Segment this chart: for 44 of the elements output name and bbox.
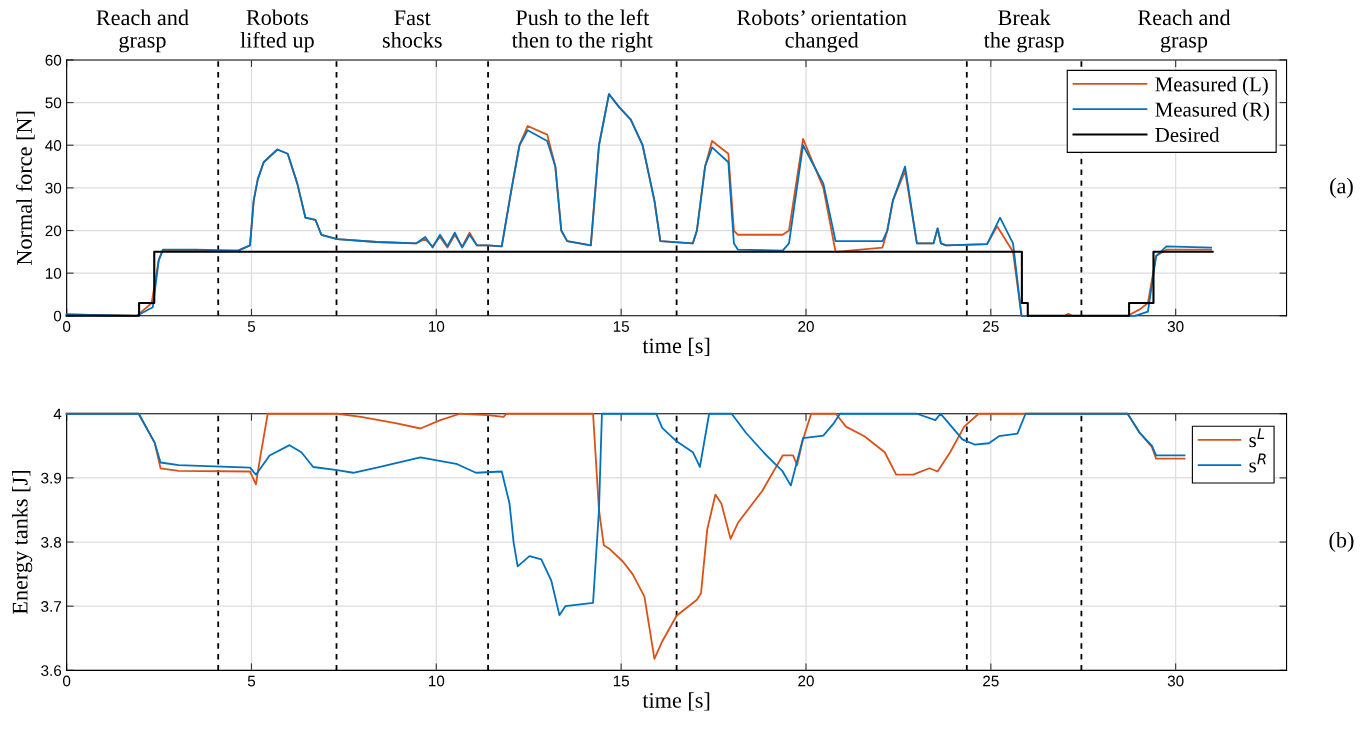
y-tick-label: 30 [45, 182, 62, 194]
legend-label: Measured (L) [1155, 76, 1268, 96]
x-tick-label: 25 [983, 675, 999, 687]
legend-label: Desired [1155, 127, 1220, 142]
x-tick-label: 15 [613, 675, 630, 687]
x-tick-label: 0 [62, 321, 71, 332]
y-tick-label: 40 [45, 140, 62, 151]
y-tick-label: 3.8 [41, 536, 62, 548]
y-tick-label: 3.6 [41, 665, 62, 677]
y-tick-label: 60 [45, 54, 62, 66]
x-tick-label: 20 [798, 321, 814, 332]
text: (b) [1329, 531, 1354, 553]
x-tick-label: 20 [798, 675, 814, 687]
text: Reach and grasp [1138, 9, 1231, 53]
text: (a) [1330, 177, 1353, 198]
legend-label: Measured (R) [1155, 102, 1269, 121]
text: Robots’ orientation changed [737, 9, 907, 53]
y-tick-label: 50 [45, 97, 62, 109]
legend-label: s$^{L}$ [1249, 428, 1265, 448]
y-tick-label: 10 [45, 268, 62, 279]
text: Robots lifted up [240, 9, 314, 53]
x-tick-label: 30 [1167, 675, 1184, 687]
y-axis-title: Normal force [N] [16, 111, 35, 265]
y-tick-label: 0 [53, 310, 62, 322]
x-axis-title: time [s] [642, 337, 710, 357]
x-tick-label: 15 [613, 321, 630, 332]
x-tick-label: 10 [428, 675, 445, 687]
y-tick-label: 3.9 [41, 472, 62, 484]
y-tick-label: 4 [53, 408, 62, 420]
y-tick-label: 3.7 [41, 601, 62, 612]
x-axis-title: time [s] [642, 692, 710, 711]
y-axis-title: Energy tanks [J] [11, 471, 33, 615]
x-tick-label: 0 [62, 675, 71, 687]
text: Push to the left then to the right [511, 9, 653, 53]
text: Fast shocks [382, 10, 442, 48]
y-tick-label: 20 [45, 225, 62, 237]
x-tick-label: 25 [983, 321, 999, 332]
legend-label: s$^{R}$ [1249, 453, 1266, 473]
x-tick-label: 5 [247, 675, 256, 687]
text: Break the grasp [983, 9, 1064, 53]
x-tick-label: 30 [1167, 321, 1184, 332]
text: Reach and grasp [96, 9, 189, 53]
x-tick-label: 5 [247, 321, 256, 332]
x-tick-label: 10 [428, 321, 445, 332]
